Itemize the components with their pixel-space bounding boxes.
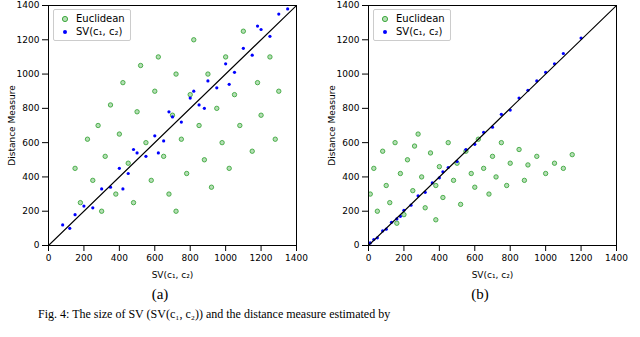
svg-text:200: 200 [75,253,92,263]
svg-text:Distance Measure: Distance Measure [7,85,17,166]
svg-text:0: 0 [46,253,52,263]
svg-text:0: 0 [34,240,40,250]
html-text:(b): (b) [471,286,489,302]
svg-text:1200: 1200 [337,35,360,45]
svg-text:1000: 1000 [214,253,237,263]
svg-text:1200: 1200 [250,253,273,263]
svg-text:400: 400 [342,172,359,182]
svg-text:800: 800 [342,103,359,113]
svg-text:1400: 1400 [605,253,628,263]
svg-text:1000: 1000 [337,69,360,79]
svg-text:1000: 1000 [534,253,557,263]
svg-text:200: 200 [22,206,39,216]
svg-text:600: 600 [466,253,483,263]
svg-text:200: 200 [342,206,359,216]
svg-text:400: 400 [111,253,128,263]
svg-text:0: 0 [366,253,372,263]
svg-text:600: 600 [22,138,39,148]
svg-text:400: 400 [22,172,39,182]
svg-text:600: 600 [342,138,359,148]
svg-text:SV(c₁, c₂): SV(c₁, c₂) [152,270,194,280]
svg-text:400: 400 [431,253,448,263]
svg-text:1400: 1400 [337,0,360,10]
html-text:Fig. 4: The size of SV (SV(c₁,: Fig. 4: The size of SV (SV(c₁, c₂)) and … [38,307,391,321]
svg-text:600: 600 [146,253,163,263]
html-text:Euclidean: Euclidean [396,13,445,24]
html-text:Euclidean: Euclidean [76,13,125,24]
svg-text:800: 800 [502,253,519,263]
svg-text:800: 800 [182,253,199,263]
svg-text:0: 0 [354,240,360,250]
svg-text:Distance Measure: Distance Measure [327,85,337,166]
html-text:(a): (a) [151,286,169,302]
svg-text:800: 800 [22,103,39,113]
svg-text:1200: 1200 [17,35,40,45]
html-text:SV(c₁, c₂): SV(c₁, c₂) [396,26,443,37]
svg-text:1400: 1400 [17,0,40,10]
svg-text:200: 200 [395,253,412,263]
svg-text:SV(c₁, c₂): SV(c₁, c₂) [472,270,514,280]
html-text:SV(c₁, c₂): SV(c₁, c₂) [76,26,123,37]
svg-text:1000: 1000 [17,69,40,79]
svg-text:1200: 1200 [570,253,593,263]
svg-text:1400: 1400 [285,253,308,263]
